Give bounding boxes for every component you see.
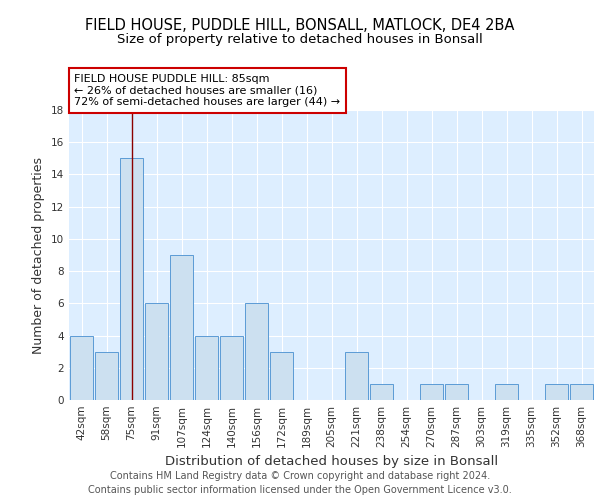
Bar (370, 384, 394, 400)
Bar (545, 384, 568, 400)
X-axis label: Distribution of detached houses by size in Bonsall: Distribution of detached houses by size … (165, 456, 498, 468)
Bar (70, 336, 94, 400)
Text: Contains HM Land Registry data © Crown copyright and database right 2024.
Contai: Contains HM Land Registry data © Crown c… (88, 471, 512, 495)
Bar (119, 158, 143, 400)
Bar (445, 384, 469, 400)
Text: Size of property relative to detached houses in Bonsall: Size of property relative to detached ho… (117, 32, 483, 46)
Y-axis label: Number of detached properties: Number of detached properties (32, 156, 46, 354)
Text: FIELD HOUSE PUDDLE HILL: 85sqm
← 26% of detached houses are smaller (16)
72% of : FIELD HOUSE PUDDLE HILL: 85sqm ← 26% of … (74, 74, 340, 107)
Bar (145, 304, 169, 400)
Bar (95, 352, 118, 400)
Bar (170, 255, 193, 400)
Bar (269, 352, 293, 400)
Bar (419, 384, 443, 400)
Bar (344, 352, 368, 400)
Bar (194, 336, 218, 400)
Text: FIELD HOUSE, PUDDLE HILL, BONSALL, MATLOCK, DE4 2BA: FIELD HOUSE, PUDDLE HILL, BONSALL, MATLO… (85, 18, 515, 32)
Bar (220, 336, 244, 400)
Bar (494, 384, 518, 400)
Bar (569, 384, 593, 400)
Bar (245, 304, 268, 400)
